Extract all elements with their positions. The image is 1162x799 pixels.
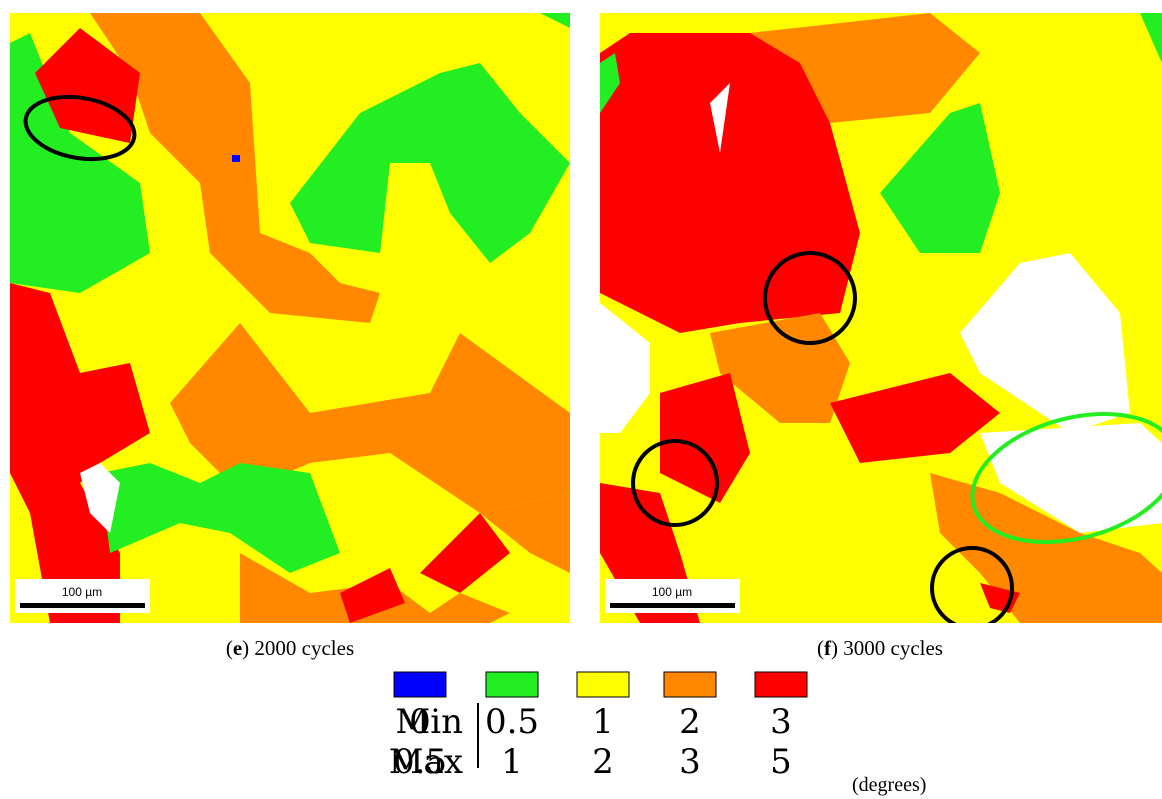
panel-caption: (f) 3000 cycles bbox=[817, 636, 943, 660]
legend-swatch bbox=[663, 671, 717, 698]
legend-max-value: 5 bbox=[770, 742, 792, 782]
panel-caption: (e) 2000 cycles bbox=[226, 636, 354, 660]
caption-label: f bbox=[824, 636, 832, 660]
grain-map-f bbox=[600, 13, 1162, 623]
legend-swatch bbox=[754, 671, 808, 698]
legend-max-label: Max bbox=[389, 742, 463, 782]
legend-swatch bbox=[485, 671, 539, 698]
legend-max-value: 0.5 bbox=[393, 742, 447, 782]
legend-min-label: Min bbox=[395, 702, 463, 742]
scale-bar-label: 100 µm bbox=[62, 585, 102, 599]
legend-unit: (degrees) bbox=[852, 774, 926, 796]
legend-min-value: 0 bbox=[409, 702, 431, 742]
caption-text: ) 2000 cycles bbox=[242, 636, 354, 660]
grain-map-e bbox=[10, 13, 570, 623]
caption-text: ) 3000 cycles bbox=[831, 636, 943, 660]
legend-swatch bbox=[576, 671, 630, 698]
legend-min-value: 2 bbox=[679, 702, 701, 742]
scale-bar-label: 100 µm bbox=[652, 585, 692, 599]
caption-label: e bbox=[233, 636, 242, 660]
caption-open: ( bbox=[817, 636, 824, 660]
legend-min-value: 1 bbox=[592, 702, 614, 742]
caption-open: ( bbox=[226, 636, 233, 660]
legend-max-value: 2 bbox=[592, 742, 614, 782]
legend-min-value: 0.5 bbox=[485, 702, 539, 742]
legend-swatch bbox=[393, 671, 447, 698]
legend-max-value: 1 bbox=[501, 742, 523, 782]
legend-max-value: 3 bbox=[679, 742, 701, 782]
legend-min-value: 3 bbox=[770, 702, 792, 742]
